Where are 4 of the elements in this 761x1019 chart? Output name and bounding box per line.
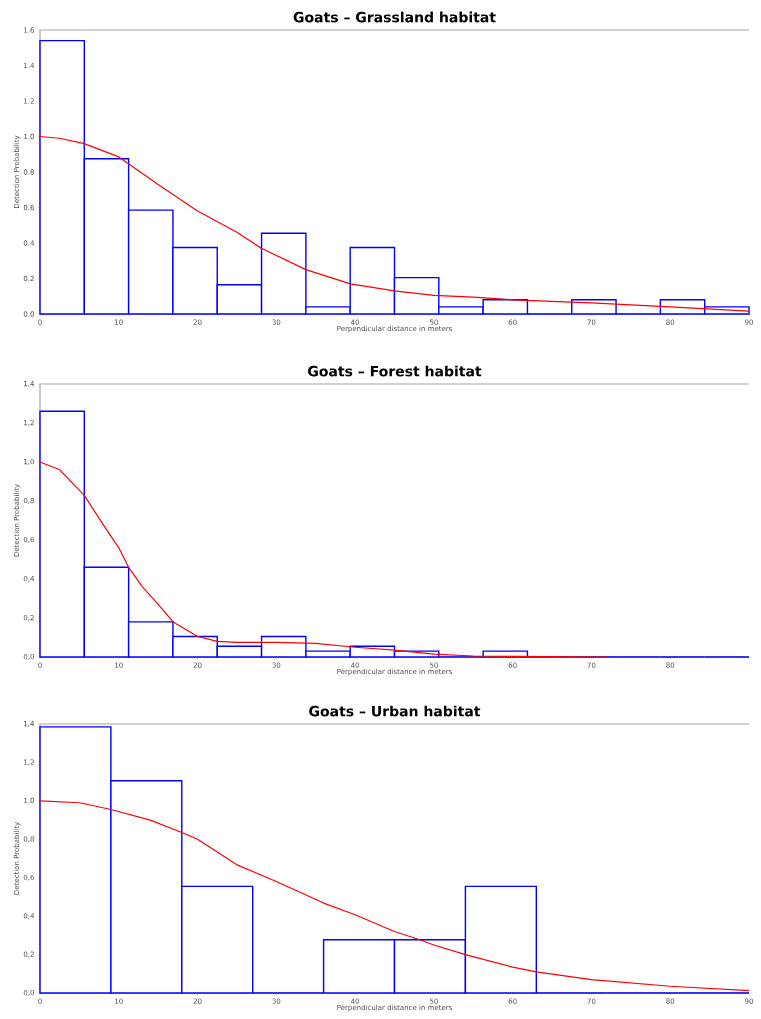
line-series bbox=[39, 461, 608, 658]
chart-title: Goats – Forest habitat bbox=[308, 365, 482, 377]
chart-title: Goats – Urban habitat bbox=[309, 705, 481, 717]
chart-title: Goats – Grassland habitat bbox=[293, 11, 496, 23]
